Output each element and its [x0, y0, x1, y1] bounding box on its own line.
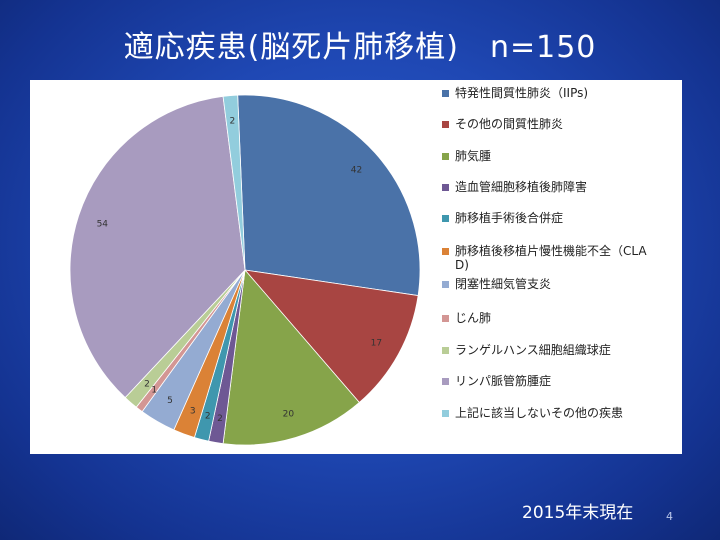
legend-label-6: 閉塞性細気管支炎 [455, 276, 551, 291]
pie-slice-10 [222, 94, 246, 271]
pie-value-label-4: 2 [205, 411, 211, 421]
legend-label-1: その他の間質性肺炎 [455, 116, 563, 131]
pie-value-label-7: 1 [151, 386, 157, 396]
legend-swatch-10 [442, 410, 449, 417]
footer-note: 2015年末現在 [522, 503, 634, 523]
pie-slice-2 [222, 269, 360, 446]
pie-slice-9 [69, 95, 246, 399]
pie-value-label-9: 54 [97, 220, 109, 230]
legend-label-2: 肺気腫 [455, 148, 491, 163]
pie-value-label-10: 2 [230, 117, 236, 127]
pie-value-label-0: 42 [351, 166, 362, 176]
pie-slice-1 [243, 269, 419, 404]
chart-legend: 特発性間質性肺炎（IIPs)その他の間質性肺炎肺気腫造血管細胞移植後肺障害肺移植… [442, 85, 647, 420]
legend-swatch-4 [442, 215, 449, 222]
pie-value-label-1: 17 [371, 338, 382, 348]
legend-swatch-2 [442, 153, 449, 160]
legend-label-0: 特発性間質性肺炎（IIPs) [455, 85, 588, 100]
slide-title: 適応疾患(脳死片肺移植) n=150 [123, 30, 597, 65]
pie-slices [69, 94, 421, 446]
pie-value-label-3: 2 [217, 414, 223, 424]
legend-label-7: じん肺 [455, 311, 491, 325]
legend-swatch-3 [442, 184, 449, 191]
legend-label-4: 肺移植手術後合併症 [455, 210, 563, 225]
legend-label-8: ランゲルハンス細胞組織球症 [455, 342, 611, 357]
legend-swatch-0 [442, 90, 449, 97]
pie-chart-panel: 42 17 20 2 2 3 5 1 2 54 2 特発性間質性肺炎（IIPs) その他の間質性肺炎肺… [30, 80, 682, 454]
legend-swatch-5 [442, 248, 449, 255]
legend-label-10: 上記に該当しないその他の疾患 [455, 405, 623, 420]
pie-slice-0 [237, 94, 421, 297]
pie-value-label-8: 2 [144, 380, 150, 390]
legend-label-3: 造血管細胞移植後肺障害 [455, 179, 587, 194]
page-number: 4 [666, 510, 673, 523]
pie-value-label-5: 3 [190, 407, 196, 417]
legend-swatch-1 [442, 121, 449, 128]
legend-swatch-6 [442, 281, 449, 288]
legend-swatch-8 [442, 347, 449, 354]
pie-value-label-6: 5 [167, 396, 173, 406]
legend-label-5: 肺移植後移植片慢性機能不全（CLA [455, 243, 647, 258]
legend-label-5-line1: D) [455, 258, 469, 272]
legend-swatch-9 [442, 378, 449, 385]
legend-swatch-7 [442, 315, 449, 322]
pie-value-label-2: 20 [283, 410, 295, 420]
legend-label-9: リンパ脈管筋腫症 [455, 373, 551, 388]
